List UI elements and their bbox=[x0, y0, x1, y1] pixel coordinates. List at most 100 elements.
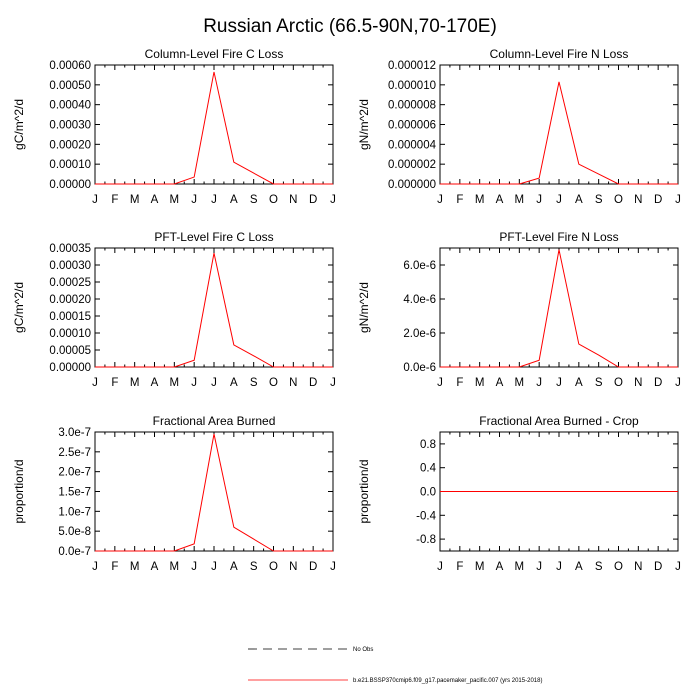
y-tick-label: 0.000002 bbox=[388, 159, 436, 171]
x-tick-label: D bbox=[309, 561, 317, 573]
y-tick-label: 3.0e-7 bbox=[58, 427, 91, 439]
y-tick-label: 0.00030 bbox=[49, 120, 91, 132]
x-tick-label: N bbox=[634, 561, 642, 573]
x-tick-label: A bbox=[230, 194, 238, 206]
series-line bbox=[440, 81, 678, 185]
x-tick-label: A bbox=[496, 377, 504, 389]
x-tick-label: M bbox=[130, 561, 140, 573]
x-tick-label: N bbox=[634, 194, 642, 206]
panel-1: J F M A M J J A S O N D J0.000000.000100.000200.0003… bbox=[12, 47, 336, 206]
x-tick-label: J bbox=[536, 561, 542, 573]
x-tick-label: A bbox=[575, 561, 583, 573]
panel-3: J F M A M J J A S O N D J0.000000.000050.000100.0001… bbox=[12, 230, 336, 389]
plot-frame bbox=[439, 247, 679, 368]
y-axis-label: gC/m^2/d bbox=[12, 282, 26, 333]
x-tick-label: J bbox=[675, 194, 681, 206]
x-tick-label: J bbox=[437, 377, 443, 389]
figure-title: Russian Arctic (66.5-90N,70-170E) bbox=[203, 16, 497, 37]
y-tick-label: 0.000008 bbox=[388, 100, 436, 112]
y-axis-label: gN/m^2/d bbox=[357, 282, 371, 333]
x-tick-label: F bbox=[111, 194, 118, 206]
y-tick-label: 0.00030 bbox=[49, 260, 91, 272]
x-tick-label: D bbox=[654, 377, 662, 389]
x-tick-label: S bbox=[595, 377, 603, 389]
x-tick-label: A bbox=[575, 194, 583, 206]
x-tick-label: S bbox=[250, 377, 258, 389]
x-tick-label: F bbox=[456, 561, 463, 573]
y-tick-label: 0.8 bbox=[420, 439, 436, 451]
x-tick-label: O bbox=[614, 194, 623, 206]
x-tick-label: J bbox=[536, 377, 542, 389]
y-tick-label: 1.5e-7 bbox=[58, 487, 91, 499]
y-tick-label: 0.000012 bbox=[388, 60, 436, 72]
x-tick-label: F bbox=[456, 377, 463, 389]
x-tick-label: A bbox=[151, 194, 159, 206]
x-tick-label: M bbox=[170, 561, 180, 573]
x-tick-label: A bbox=[230, 561, 238, 573]
x-tick-label: A bbox=[230, 377, 238, 389]
x-tick-label: N bbox=[634, 377, 642, 389]
panel-2: J F M A M J J A S O N D J0.0000000.0000020.0000040.0… bbox=[357, 47, 681, 206]
x-tick-label: O bbox=[269, 377, 278, 389]
x-tick-label: A bbox=[496, 561, 504, 573]
y-tick-label: 0.00050 bbox=[49, 80, 91, 92]
y-tick-label: 0.000000 bbox=[388, 179, 436, 191]
y-tick-label: 0.000006 bbox=[388, 120, 436, 132]
y-tick-label: 2.5e-7 bbox=[58, 447, 91, 459]
x-tick-label: M bbox=[130, 194, 140, 206]
y-tick-label: 0.000010 bbox=[388, 80, 436, 92]
x-tick-label: D bbox=[309, 377, 317, 389]
y-axis-label: gN/m^2/d bbox=[357, 99, 371, 150]
x-tick-label: A bbox=[496, 194, 504, 206]
y-tick-label: 1.0e-7 bbox=[58, 506, 91, 518]
x-tick-label: S bbox=[595, 561, 603, 573]
y-axis-label: proportion/d bbox=[12, 459, 26, 523]
series-line bbox=[95, 433, 333, 552]
y-tick-label: 0.0e-7 bbox=[58, 546, 91, 558]
y-axis-label: gC/m^2/d bbox=[12, 99, 26, 150]
x-tick-label: A bbox=[151, 561, 159, 573]
x-tick-label: O bbox=[614, 561, 623, 573]
panel-title: Fractional Area Burned bbox=[153, 414, 276, 428]
x-tick-label: M bbox=[130, 377, 140, 389]
x-tick-label: J bbox=[92, 561, 98, 573]
panel-title: Column-Level Fire N Loss bbox=[490, 47, 629, 61]
x-tick-label: J bbox=[437, 561, 443, 573]
x-tick-label: J bbox=[556, 194, 562, 206]
series-line bbox=[95, 71, 333, 185]
panel-title: PFT-Level Fire N Loss bbox=[499, 230, 618, 244]
x-tick-label: D bbox=[654, 561, 662, 573]
x-tick-label: A bbox=[575, 377, 583, 389]
x-tick-label: S bbox=[595, 194, 603, 206]
y-tick-label: 0.00025 bbox=[49, 277, 91, 289]
y-tick-label: 0.00015 bbox=[49, 311, 91, 323]
x-tick-label: M bbox=[170, 377, 180, 389]
x-tick-label: J bbox=[556, 377, 562, 389]
x-tick-label: J bbox=[191, 377, 197, 389]
x-tick-label: S bbox=[250, 194, 258, 206]
x-tick-label: O bbox=[269, 561, 278, 573]
x-tick-label: N bbox=[289, 194, 297, 206]
series-line bbox=[440, 249, 678, 368]
x-tick-label: J bbox=[330, 194, 336, 206]
y-tick-label: 2.0e-6 bbox=[403, 328, 436, 340]
x-tick-label: J bbox=[675, 377, 681, 389]
x-tick-label: J bbox=[211, 377, 217, 389]
x-tick-label: J bbox=[536, 194, 542, 206]
plot-frame bbox=[94, 431, 334, 552]
x-tick-label: F bbox=[456, 194, 463, 206]
x-tick-label: N bbox=[289, 377, 297, 389]
x-tick-label: J bbox=[92, 377, 98, 389]
x-tick-label: O bbox=[614, 377, 623, 389]
x-tick-label: F bbox=[111, 561, 118, 573]
series-line bbox=[95, 252, 333, 368]
y-tick-label: -0.8 bbox=[416, 534, 436, 546]
x-tick-label: D bbox=[309, 194, 317, 206]
x-tick-label: F bbox=[111, 377, 118, 389]
y-tick-label: 4.0e-6 bbox=[403, 294, 436, 306]
y-tick-label: 0.00020 bbox=[49, 294, 91, 306]
x-tick-label: J bbox=[211, 194, 217, 206]
y-tick-label: 0.00010 bbox=[49, 328, 91, 340]
legend-label-model: b.e21.BSSP370cmip6.f09_g17.pacemaker_pac… bbox=[353, 678, 542, 684]
x-tick-label: M bbox=[475, 194, 485, 206]
